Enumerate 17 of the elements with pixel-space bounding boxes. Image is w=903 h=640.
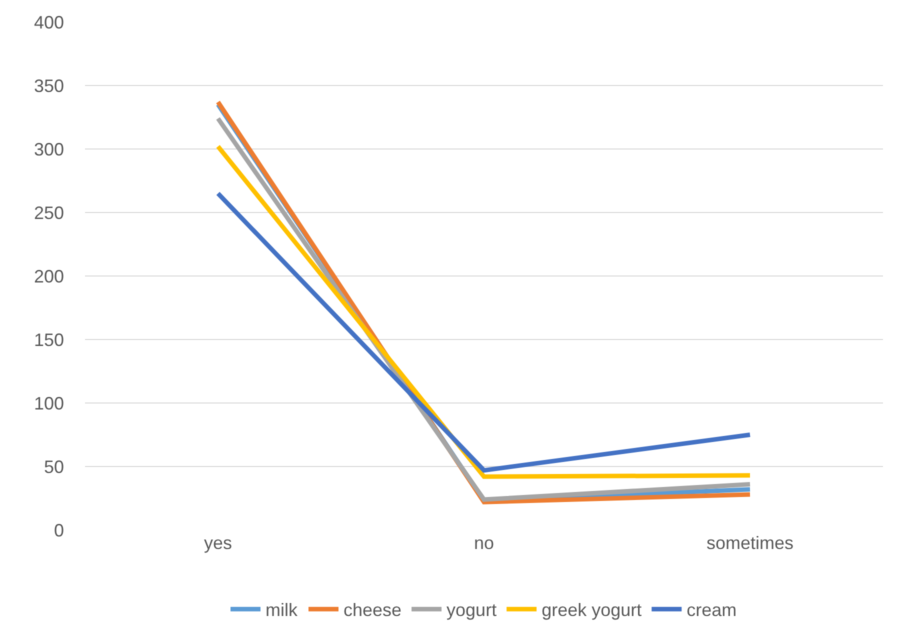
legend-label: greek yogurt [542, 600, 642, 620]
y-tick-label: 350 [34, 76, 64, 96]
legend-label: yogurt [446, 600, 497, 620]
y-tick-label: 150 [34, 330, 64, 350]
y-tick-label: 50 [44, 456, 64, 477]
legend-label: cream [686, 600, 737, 620]
x-tick-label: sometimes [706, 533, 794, 553]
y-tick-label: 100 [34, 393, 64, 414]
x-tick-label: yes [204, 533, 232, 553]
y-tick-label: 200 [34, 266, 64, 286]
y-tick-label: 0 [54, 520, 64, 540]
legend-label: milk [266, 600, 298, 620]
x-tick-label: no [474, 533, 494, 553]
y-tick-label: 250 [34, 202, 64, 223]
y-tick-label: 400 [34, 12, 64, 32]
legend-label: cheese [343, 600, 402, 620]
y-tick-label: 300 [34, 139, 64, 160]
